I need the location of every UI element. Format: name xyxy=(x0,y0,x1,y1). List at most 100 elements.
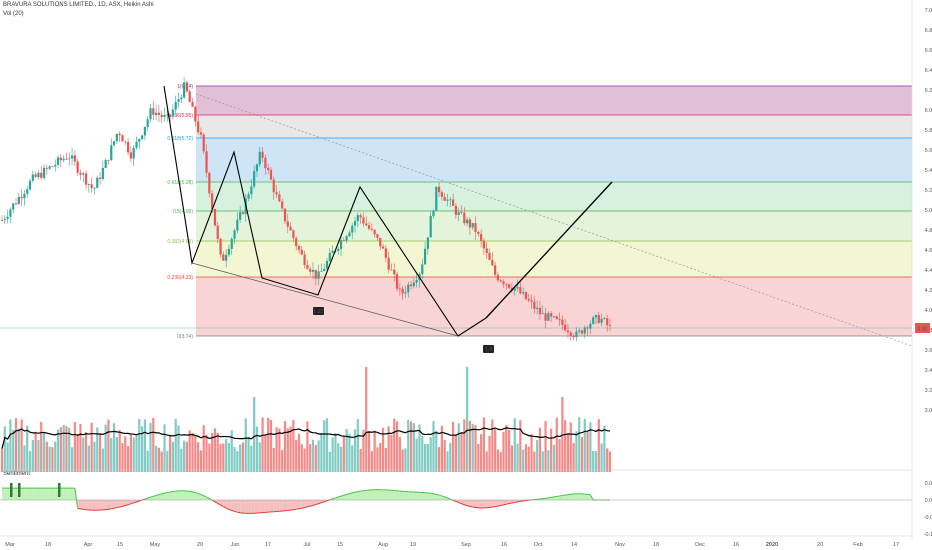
sentiment-line xyxy=(343,493,347,496)
sentiment-area xyxy=(234,500,238,513)
candle-body xyxy=(84,173,88,185)
sentiment-area xyxy=(270,500,274,512)
candle-body xyxy=(583,327,586,334)
volume-bar xyxy=(65,426,68,472)
candle-body xyxy=(496,274,500,281)
sentiment-area xyxy=(161,493,165,500)
candle-body xyxy=(17,196,20,204)
sentiment-line xyxy=(444,496,448,499)
sentiment-area xyxy=(228,500,232,511)
sentiment-area xyxy=(279,500,283,512)
volume-bar xyxy=(463,419,466,472)
candle-body xyxy=(337,248,340,251)
volume-bar xyxy=(183,440,186,472)
time-tick-label: 17 xyxy=(265,542,271,548)
candle-body xyxy=(26,189,29,194)
candle-body xyxy=(253,171,256,187)
sentiment-line xyxy=(206,496,210,499)
candle-body xyxy=(45,167,48,169)
candle-body xyxy=(409,284,413,287)
candle-body xyxy=(250,186,253,195)
sentiment-area xyxy=(380,489,384,500)
sentiment-area xyxy=(366,490,370,500)
candle-body xyxy=(40,172,43,178)
volume-bar xyxy=(533,451,536,472)
candle-body xyxy=(407,284,410,293)
sentiment-area xyxy=(497,500,501,507)
volume-bar xyxy=(14,418,18,472)
sentiment-line xyxy=(133,501,137,504)
price-tick-label: 3.20 xyxy=(925,388,932,394)
volume-bar xyxy=(592,450,595,472)
candle-body xyxy=(157,112,161,115)
candle-body xyxy=(530,300,533,302)
volume-bar xyxy=(199,450,203,472)
sentiment-line xyxy=(231,510,235,512)
sentiment-area xyxy=(363,490,367,500)
candle-body xyxy=(314,269,317,279)
sentiment-area xyxy=(102,500,106,510)
sentiment-line xyxy=(130,502,134,505)
volume-bar xyxy=(370,451,373,472)
candle-body xyxy=(440,192,443,197)
sentiment-area xyxy=(416,492,420,500)
candle-body xyxy=(34,174,37,177)
candle-body xyxy=(129,152,132,159)
sentiment-area xyxy=(77,500,81,509)
candle-body xyxy=(62,158,65,161)
volume-bar xyxy=(157,447,161,472)
sentiment-area xyxy=(100,500,103,511)
volume-bar xyxy=(84,432,88,472)
candle-body xyxy=(104,159,107,168)
sentiment-marker xyxy=(58,483,61,497)
volume-bar xyxy=(261,417,264,472)
candle-body xyxy=(401,288,404,294)
time-tick-label: 19 xyxy=(410,542,416,548)
price-tick-label: 6.20 xyxy=(925,88,932,94)
sentiment-line xyxy=(497,505,501,507)
time-tick-label: Sep xyxy=(461,542,471,548)
candle-body xyxy=(328,252,331,261)
candle-body xyxy=(373,229,376,235)
fib-band xyxy=(196,138,912,182)
sentiment-line xyxy=(315,503,319,505)
sentiment-area xyxy=(293,500,297,510)
candle-body xyxy=(320,270,323,272)
volume-bar xyxy=(513,418,516,472)
candle-body xyxy=(356,215,359,222)
candle-body xyxy=(73,155,76,162)
sentiment-area xyxy=(94,500,98,511)
volume-bar xyxy=(56,429,60,472)
candle-body xyxy=(597,315,600,323)
time-tick-label: 16 xyxy=(733,542,739,548)
volume-bar xyxy=(241,442,245,472)
ratio-label: 1.27 xyxy=(313,309,324,315)
volume-bar xyxy=(603,425,606,472)
sentiment-line xyxy=(349,492,353,495)
sentiment-area xyxy=(170,491,173,500)
sentiment-line xyxy=(357,490,361,493)
candle-body xyxy=(558,318,561,320)
volume-bar xyxy=(143,419,146,472)
sentiment-line xyxy=(458,502,462,505)
volume-bar xyxy=(502,431,505,472)
zigzag-pattern xyxy=(163,85,487,337)
sentiment-area xyxy=(402,491,406,500)
candle-body xyxy=(197,121,200,133)
volume-bar xyxy=(373,430,376,472)
sentiment-area xyxy=(237,500,241,513)
volume-bar xyxy=(216,432,219,472)
volume-bar xyxy=(283,421,287,472)
volume-bar xyxy=(110,437,113,472)
sentiment-area xyxy=(290,500,294,511)
candle-body xyxy=(171,109,175,117)
sentiment-line xyxy=(433,493,437,495)
sentiment-line xyxy=(447,497,451,500)
volume-bar xyxy=(600,443,603,472)
sentiment-area xyxy=(301,500,305,509)
sentiment-area xyxy=(341,495,344,500)
sentiment-area xyxy=(226,500,229,510)
candle-body xyxy=(65,158,68,160)
fib-band xyxy=(196,211,912,241)
